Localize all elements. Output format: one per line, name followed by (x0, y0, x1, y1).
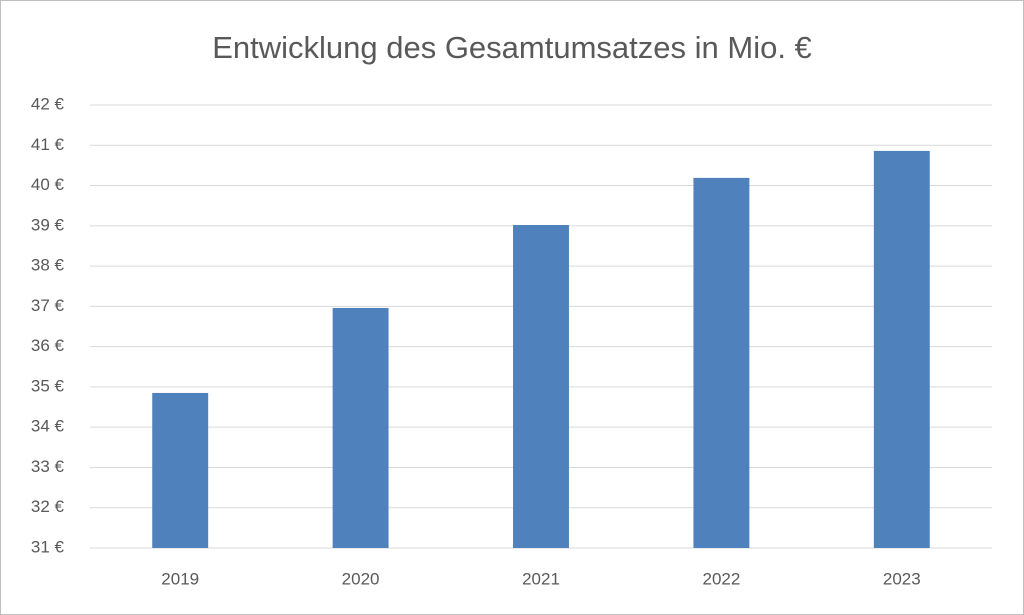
y-tick-label: 42 € (31, 94, 65, 113)
chart-title: Entwicklung des Gesamtumsatzes in Mio. € (212, 30, 812, 65)
bar (513, 225, 569, 548)
y-tick-label: 38 € (31, 256, 65, 275)
bar (152, 392, 209, 548)
y-tick-label: 36 € (31, 336, 65, 355)
y-tick-label: 35 € (31, 376, 65, 395)
y-tick-label: 34 € (31, 417, 65, 436)
y-tick-label: 41 € (31, 135, 65, 154)
x-tick-label: 2019 (161, 569, 199, 588)
y-tick-label: 32 € (31, 497, 65, 516)
y-tick-label: 40 € (31, 175, 65, 194)
x-tick-label: 2022 (702, 569, 740, 588)
y-tick-label: 31 € (31, 537, 65, 556)
x-tick-label: 2021 (522, 569, 560, 588)
bar (693, 177, 750, 549)
y-tick-label: 37 € (31, 296, 65, 315)
bar (332, 307, 389, 548)
bar (873, 150, 930, 549)
x-tick-label: 2023 (883, 569, 921, 588)
x-tick-label: 2020 (342, 569, 380, 588)
y-tick-label: 33 € (31, 457, 65, 476)
y-tick-label: 39 € (31, 215, 65, 234)
